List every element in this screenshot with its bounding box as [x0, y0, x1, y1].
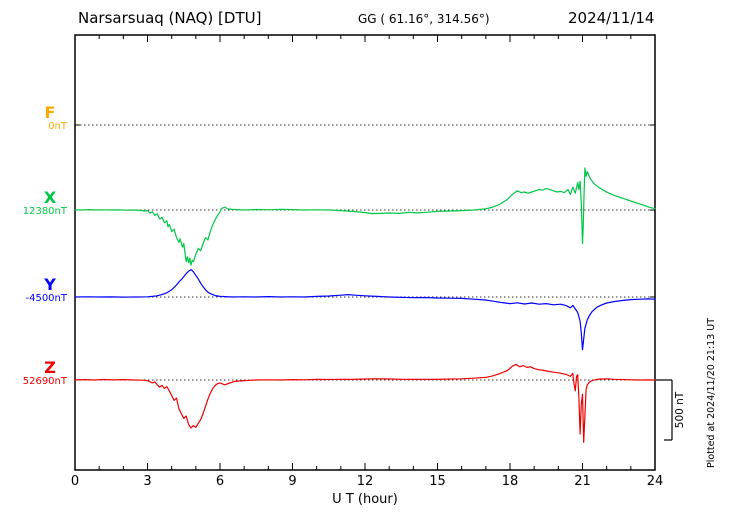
- scale-bar: [656, 379, 673, 441]
- x-axis-label: U T (hour): [332, 492, 398, 507]
- axis-ticks: [74, 35, 656, 470]
- plot-date: 2024/11/14: [568, 9, 655, 27]
- geo-coordinates: GG ( 61.16°, 314.56°): [358, 12, 490, 26]
- plot-border: [74, 34, 656, 471]
- trace-X: [74, 167, 656, 266]
- plot-timestamp-note: Plotted at 2024/11/20 21:13 UT: [706, 318, 717, 468]
- station-title: Narsarsuaq (NAQ) [DTU]: [78, 9, 262, 27]
- trace-Y: [74, 269, 656, 351]
- scale-bar-label: 500 nT: [674, 391, 686, 428]
- trace-Z: [74, 363, 656, 443]
